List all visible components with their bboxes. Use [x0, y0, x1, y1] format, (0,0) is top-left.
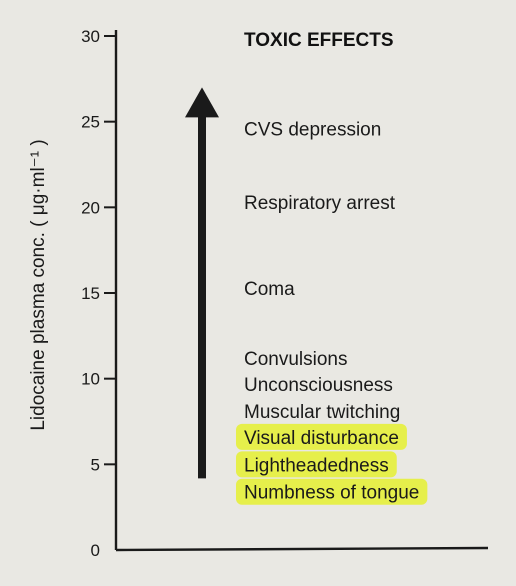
y-tick-label: 15 — [81, 284, 100, 303]
chart-title: TOXIC EFFECTS — [244, 30, 394, 51]
effect-label: Respiratory arrest — [244, 193, 396, 214]
y-tick-label: 10 — [81, 370, 100, 389]
y-tick-label: 30 — [81, 27, 100, 46]
highlight-mark — [236, 451, 397, 478]
effect-label: Lightheadedness — [244, 455, 389, 476]
y-tick-label: 0 — [91, 541, 100, 560]
effect-label: Convulsions — [244, 349, 348, 370]
y-tick-label: 5 — [91, 455, 100, 474]
highlight-mark — [236, 478, 428, 505]
effect-label: Unconsciousness — [244, 375, 393, 396]
highlights — [236, 423, 428, 505]
y-ticks: 0 5 10 15 20 25 30 — [81, 27, 116, 560]
effect-label: Numbness of tongue — [244, 483, 419, 504]
arrow-head — [185, 87, 219, 118]
y-tick-label: 25 — [81, 113, 100, 132]
highlight-mark — [236, 423, 407, 450]
effect-label: CVS depression — [244, 120, 381, 141]
effect-labels: CVS depression Respiratory arrest Coma Conv… — [244, 120, 419, 504]
x-axis-line — [115, 546, 489, 552]
y-tick-label: 20 — [81, 198, 100, 217]
increasing-concentration-arrow — [185, 87, 219, 479]
effect-label: Visual disturbance — [244, 428, 399, 449]
effect-label: Muscular twitching — [244, 402, 400, 423]
y-axis-label: Lidocaine plasma conc. ( μg·ml⁻¹ ) — [28, 139, 49, 430]
effect-label: Coma — [244, 279, 295, 300]
